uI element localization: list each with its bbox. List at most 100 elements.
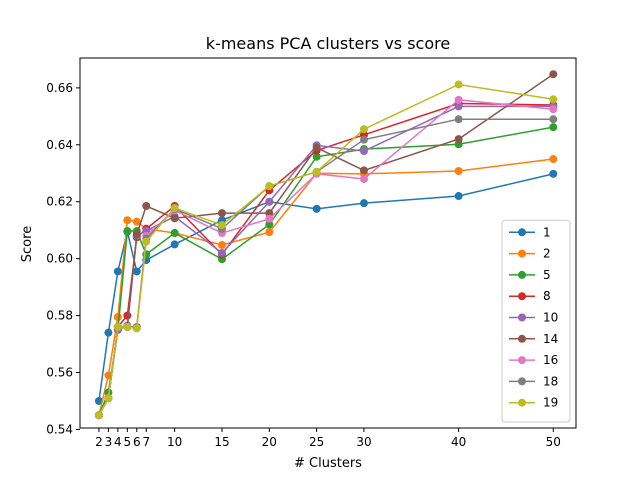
legend-label: 10	[543, 311, 558, 325]
legend-label: 2	[543, 247, 551, 261]
x-tick-label: 4	[114, 435, 122, 449]
legend-item: 5	[509, 268, 551, 282]
data-point	[132, 324, 141, 333]
series-10	[94, 102, 558, 420]
x-tick-label: 25	[309, 435, 324, 449]
y-tick-label: 0.66	[46, 81, 73, 95]
data-point	[265, 220, 274, 229]
legend-marker	[518, 356, 526, 365]
x-tick-label: 20	[262, 435, 277, 449]
series-line	[98, 73, 554, 416]
legend-marker	[518, 292, 526, 301]
data-point	[142, 237, 151, 246]
data-point	[170, 240, 179, 249]
y-tick-label: 0.56	[46, 366, 73, 380]
data-point	[359, 199, 368, 208]
x-tick-label: 40	[451, 435, 466, 449]
y-tick-label: 0.58	[46, 309, 73, 323]
data-point	[132, 217, 141, 226]
data-point	[454, 135, 463, 144]
legend: 1 2 5 8 10 14 16 18 19	[501, 219, 571, 423]
legend-item: 16	[509, 353, 558, 367]
legend-marker	[518, 270, 526, 279]
series-line	[98, 102, 554, 416]
data-point	[104, 328, 113, 337]
data-point	[113, 267, 122, 276]
legend-marker	[518, 249, 526, 258]
data-point	[265, 182, 274, 191]
legend-marker	[518, 377, 526, 386]
data-point	[113, 313, 122, 321]
data-point	[217, 221, 226, 230]
data-point	[132, 230, 141, 239]
data-point	[454, 80, 463, 89]
legend-marker	[518, 313, 526, 322]
data-point	[359, 125, 368, 134]
data-point	[312, 204, 321, 213]
data-point	[265, 214, 274, 223]
data-point	[359, 174, 368, 183]
data-point	[549, 70, 558, 79]
data-point	[549, 155, 558, 164]
legend-label: 18	[543, 374, 558, 388]
data-point	[104, 394, 113, 403]
legend-item: 1	[509, 225, 551, 239]
y-tick-label: 0.64	[46, 138, 73, 152]
data-point	[359, 135, 368, 144]
data-point	[549, 95, 558, 104]
series-19	[94, 80, 558, 420]
x-tick-label: 6	[133, 435, 141, 449]
data-point	[170, 203, 179, 212]
data-point	[123, 227, 132, 236]
legend-item: 2	[509, 247, 551, 261]
x-tick-label: 5	[124, 435, 132, 449]
data-point	[170, 214, 179, 223]
data-point	[123, 216, 132, 225]
x-tick-label: 30	[356, 435, 371, 449]
data-point	[359, 147, 368, 156]
y-tick-label: 0.54	[46, 422, 73, 436]
x-tick-label: 15	[214, 435, 229, 449]
data-point	[312, 167, 321, 176]
data-point	[123, 311, 132, 320]
data-point	[454, 192, 463, 201]
data-point	[454, 95, 463, 104]
legend-label: 14	[543, 332, 558, 346]
x-tick-label: 2	[95, 435, 103, 449]
data-point	[454, 115, 463, 124]
data-point	[132, 267, 141, 276]
legend-marker	[518, 398, 526, 407]
legend-item: 14	[509, 332, 558, 346]
data-point	[359, 166, 368, 175]
x-tick-label: 7	[142, 435, 150, 449]
y-tick-label: 0.62	[46, 195, 73, 209]
series-16	[94, 95, 558, 420]
data-point	[312, 152, 321, 161]
data-point	[454, 166, 463, 175]
y-axis-label: Score	[20, 226, 35, 262]
legend-item: 10	[509, 311, 558, 325]
legend-marker	[518, 228, 526, 237]
series-14	[94, 70, 558, 420]
data-point	[217, 209, 226, 218]
data-point	[549, 105, 558, 114]
series-line	[98, 173, 554, 402]
data-point	[113, 322, 122, 331]
data-point	[265, 197, 274, 206]
series-line	[98, 158, 554, 416]
plot-frame	[79, 57, 577, 429]
series-1	[94, 169, 558, 405]
data-point	[94, 396, 103, 405]
x-tick-label: 50	[546, 435, 561, 449]
series-18	[94, 115, 558, 420]
series-8	[94, 99, 558, 420]
data-point	[170, 229, 179, 238]
chart-marks	[94, 70, 558, 420]
chart-title: k-means PCA clusters vs score	[206, 34, 450, 53]
series-line	[98, 126, 554, 416]
x-tick-label: 10	[167, 435, 182, 449]
series-2	[94, 155, 558, 420]
data-point	[217, 240, 226, 249]
data-point	[217, 248, 226, 257]
